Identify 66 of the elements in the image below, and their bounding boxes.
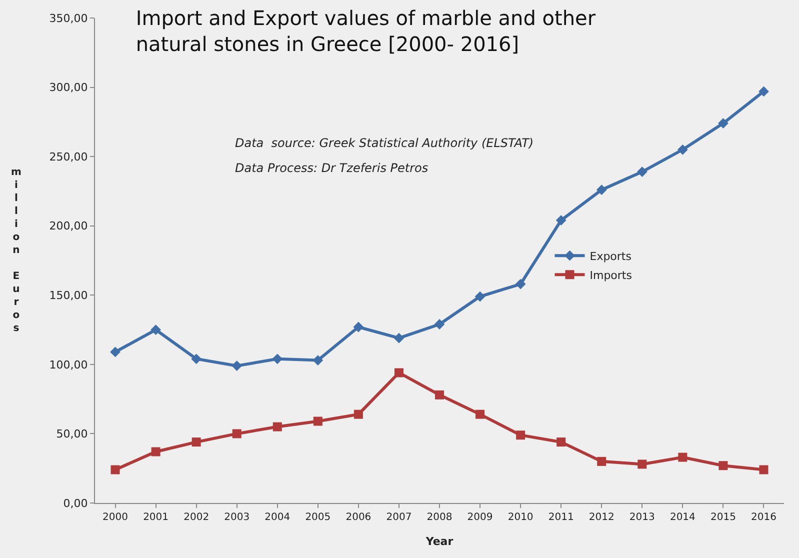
point: [110, 465, 120, 474]
x-tick-label: 2004: [264, 512, 290, 523]
x-axis-title: Year: [424, 535, 454, 548]
point: [232, 429, 242, 438]
y-tick-label: 50,00: [56, 428, 88, 441]
y-tick-label: 0,00: [63, 496, 88, 510]
x-tick-label: 2000: [102, 512, 128, 523]
point: [718, 461, 728, 470]
x-tick-label: 2013: [629, 512, 655, 523]
point: [272, 422, 282, 432]
y-tick-label: 350,00: [49, 12, 88, 25]
point: [313, 416, 322, 426]
x-tick-label: 2016: [751, 512, 776, 523]
point: [151, 447, 160, 456]
point: [718, 118, 728, 129]
point: [597, 456, 606, 466]
x-tick-label: 2012: [588, 512, 614, 523]
point: [556, 215, 566, 226]
point: [596, 184, 607, 196]
point: [394, 368, 404, 378]
legend-label: Exports: [590, 250, 632, 263]
y-tick-label: 250,00: [49, 150, 88, 164]
point: [678, 452, 688, 462]
point: [272, 354, 283, 364]
x-tick-label: 2014: [670, 512, 696, 523]
x-tick-label: 2006: [346, 512, 372, 523]
point: [638, 460, 647, 469]
annotation: Data source: Greek Statistical Authority (ELSTAT): [235, 136, 534, 150]
point: [474, 291, 486, 302]
point: [556, 438, 566, 447]
point: [636, 166, 648, 178]
point: [516, 430, 526, 440]
point: [476, 410, 485, 419]
x-tick-label: 2011: [548, 512, 574, 523]
x-tick-label: 2015: [710, 512, 736, 523]
point: [394, 332, 404, 344]
x-tick-label: 2008: [426, 512, 452, 523]
point: [435, 390, 444, 400]
y-tick-label: 100,00: [49, 358, 88, 372]
annotation: Data Process: Dr Tzeferis Petros: [235, 161, 428, 175]
point: [191, 354, 202, 364]
x-tick-label: 2005: [305, 512, 331, 523]
x-tick-label: 2002: [184, 512, 210, 523]
chart-title: Import and Export values of marble and other natural stones in Greece [2000- 2016]: [136, 6, 596, 56]
x-tick-label: 2001: [143, 512, 169, 523]
text: million Euros: [11, 167, 22, 334]
point: [192, 438, 201, 447]
point: [353, 322, 364, 332]
point: [515, 278, 526, 290]
x-tick-label: 2010: [508, 512, 534, 523]
y-tick-label: 200,00: [49, 220, 88, 233]
y-tick-label: 150,00: [49, 288, 88, 302]
point: [354, 410, 363, 419]
point: [110, 346, 120, 358]
point: [434, 319, 445, 330]
x-tick-label: 2007: [386, 512, 412, 523]
point: [758, 86, 769, 97]
point: [759, 465, 768, 474]
y-tick-label: 300,00: [49, 81, 88, 94]
point: [677, 144, 688, 155]
x-tick-label: 2003: [224, 512, 250, 523]
point: [150, 324, 161, 335]
x-tick-label: 2009: [467, 512, 493, 523]
point: [232, 360, 242, 372]
point: [312, 355, 324, 366]
legend-label: Imports: [590, 268, 632, 282]
